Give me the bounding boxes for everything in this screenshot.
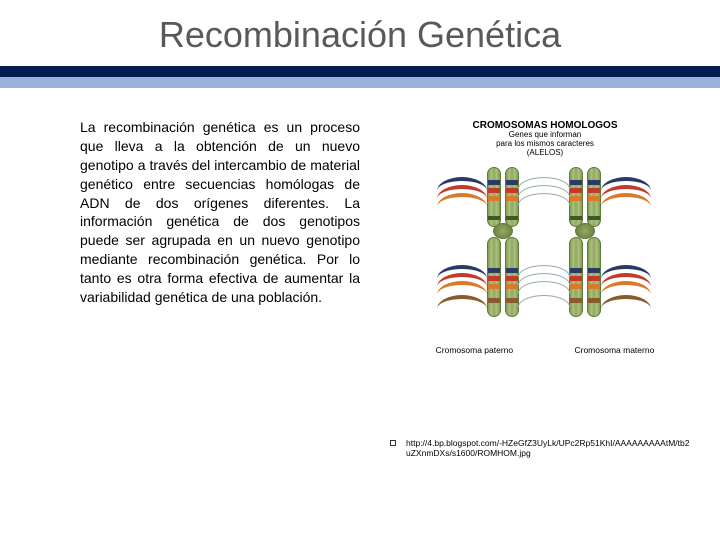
figure-bottom-labels: Cromosoma paterno Cromosoma materno [405,343,685,355]
chromosome-diagram [405,163,685,343]
chromosome-figure: CROMOSOMAS HOMOLOGOS Genes que informan … [405,118,685,378]
citation-url: http://4.bp.blogspot.com/-HZeGfZ3UyLk/UP… [406,438,690,458]
chromatid-right-b-top [587,167,601,227]
bullet-icon [390,440,396,446]
allele-arc [518,295,570,307]
label-paternal: Cromosoma paterno [436,345,513,355]
description-paragraph: La recombinación genética es un proceso … [80,118,360,378]
right-column: CROMOSOMAS HOMOLOGOS Genes que informan … [360,118,700,378]
chromatid-right-a-top [569,167,583,227]
page-title: Recombinación Genética [0,0,720,66]
allele-arc-color [437,295,487,309]
label-maternal: Cromosoma materno [574,345,654,355]
citation-row: http://4.bp.blogspot.com/-HZeGfZ3UyLk/UP… [390,438,690,458]
allele-arc-color [601,295,651,309]
title-underline [0,66,720,88]
chromatid-right-a-bot [569,237,583,317]
underline-dark [0,66,720,77]
chromatid-left-a-bot [487,237,501,317]
chromatid-left-b-top [505,167,519,227]
chromatid-right-b-bot [587,237,601,317]
figure-subtitle-3: (ALELOS) [405,149,685,158]
chromatid-left-a-top [487,167,501,227]
body-row: La recombinación genética es un proceso … [0,88,720,378]
underline-light [0,77,720,88]
chromatid-left-b-bot [505,237,519,317]
